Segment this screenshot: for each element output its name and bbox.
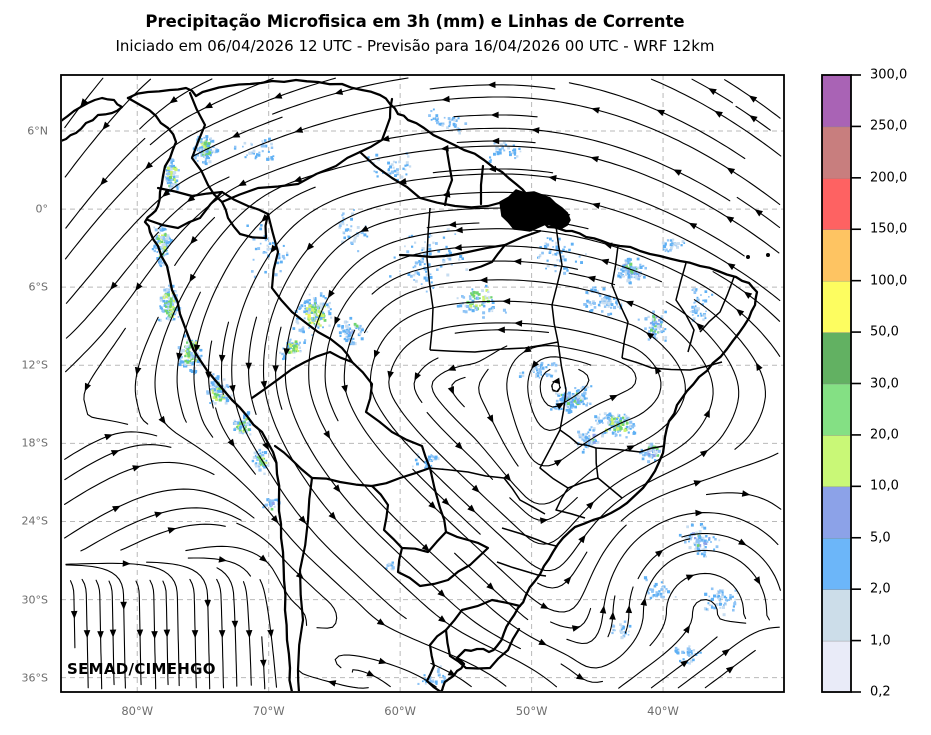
watermark: SEMAD/CIMEHGO: [67, 660, 216, 678]
colorbar-tick-3: 5,0: [870, 530, 891, 546]
lat-tick-6: 30°S: [21, 593, 48, 607]
colorbar-tick-0: 0,2: [870, 684, 891, 700]
colorbar-tick-2: 2,0: [870, 581, 891, 597]
colorbar-tick-4: 10,0: [870, 478, 899, 494]
lon-tick-3: 50°W: [515, 704, 548, 718]
lat-tick-5: 24°S: [21, 514, 48, 528]
lat-tick-1: 0°: [35, 202, 49, 216]
colorbar-tick-9: 150,0: [870, 221, 908, 237]
lat-tick-3: 12°S: [21, 358, 48, 372]
country-borders: [62, 78, 770, 691]
precipitation-dots: [151, 108, 739, 685]
colorbar-tick-12: 300,0: [870, 67, 908, 83]
coastline-panama: [62, 96, 124, 142]
coastline-east: [126, 78, 759, 691]
colorbar-swatches: [821, 74, 861, 693]
colorbar-tick-5: 20,0: [870, 427, 899, 443]
colorbar-tick-1: 1,0: [870, 633, 891, 649]
amazon-delta: [499, 189, 571, 232]
lat-tick-2: 6°S: [28, 280, 48, 294]
colorbar-tick-8: 100,0: [870, 273, 908, 289]
map-frame: [60, 74, 785, 693]
colorbar-tick-11: 250,0: [870, 118, 908, 134]
colorbar-tick-7: 50,0: [870, 324, 899, 340]
figure-title: Precipitação Microfisica em 3h (mm) e Li…: [145, 12, 685, 31]
figure-subtitle: Iniciado em 06/04/2026 12 UTC - Previsão…: [115, 37, 715, 55]
lat-tick-7: 36°S: [21, 671, 48, 685]
lon-tick-1: 70°W: [252, 704, 285, 718]
lat-tick-0: 6°N: [27, 124, 48, 138]
lat-tick-4: 18°S: [21, 436, 48, 450]
lon-tick-0: 80°W: [121, 704, 154, 718]
coastline-west: [126, 96, 293, 691]
lon-tick-2: 60°W: [384, 704, 417, 718]
lon-tick-4: 40°W: [647, 704, 679, 718]
colorbar-tick-6: 30,0: [870, 376, 899, 391]
colorbar-tick-10: 200,0: [870, 170, 908, 186]
